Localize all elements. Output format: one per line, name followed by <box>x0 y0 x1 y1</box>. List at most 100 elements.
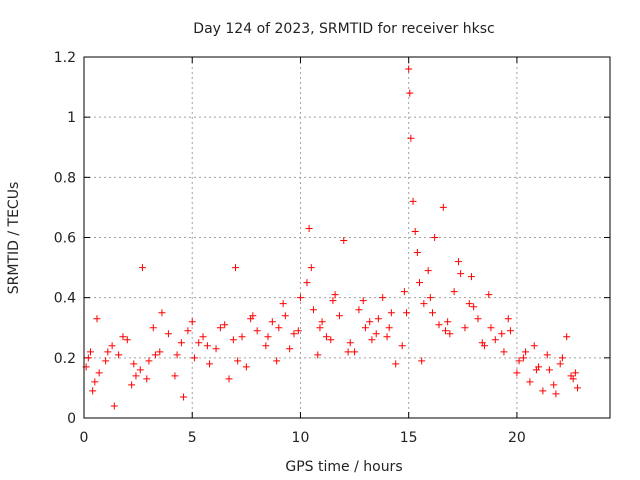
data-point <box>413 249 421 257</box>
data-point <box>149 324 157 332</box>
data-point <box>91 378 99 386</box>
data-point <box>446 330 454 338</box>
data-point <box>478 339 486 347</box>
y-tick-label: 1.2 <box>54 50 76 66</box>
data-point <box>138 264 146 272</box>
data-point <box>238 333 246 341</box>
data-point <box>143 375 151 383</box>
data-point <box>556 360 564 368</box>
data-point <box>515 357 523 365</box>
data-point <box>506 327 514 335</box>
data-point <box>519 354 527 362</box>
data-point <box>426 294 434 302</box>
data-point <box>340 237 348 245</box>
data-point <box>164 330 172 338</box>
data-point <box>95 369 103 377</box>
data-point <box>552 390 560 398</box>
data-point <box>195 339 203 347</box>
data-point <box>110 402 118 410</box>
data-point <box>329 297 337 305</box>
data-point <box>331 291 339 299</box>
data-point <box>296 294 304 302</box>
data-point <box>128 381 136 389</box>
data-point <box>439 203 447 211</box>
data-point <box>500 348 508 356</box>
data-point <box>273 357 281 365</box>
data-point <box>403 309 411 317</box>
data-point <box>530 342 538 350</box>
data-point <box>216 324 224 332</box>
data-point <box>294 327 302 335</box>
data-point <box>366 318 374 326</box>
data-point <box>171 372 179 380</box>
data-point <box>119 333 127 341</box>
data-point <box>485 291 493 299</box>
data-point <box>89 387 97 395</box>
data-point <box>93 315 101 323</box>
data-point <box>225 375 233 383</box>
data-point <box>232 264 240 272</box>
data-point <box>571 369 579 377</box>
x-tick-label: 15 <box>400 430 418 446</box>
data-point <box>286 345 294 353</box>
y-tick-label: 0.2 <box>54 351 76 367</box>
data-point <box>136 366 144 374</box>
data-point <box>229 336 237 344</box>
data-point <box>253 327 261 335</box>
data-point <box>262 342 270 350</box>
y-tick-label: 0.6 <box>54 231 76 247</box>
data-point <box>539 387 547 395</box>
data-point <box>513 369 521 377</box>
data-point <box>86 348 94 356</box>
data-point <box>242 363 250 371</box>
axis-ticks: 0 0.2 0.4 0.6 0.8 1 1.2 0 5 10 15 20 <box>54 50 610 446</box>
data-point <box>498 330 506 338</box>
data-point <box>545 366 553 374</box>
data-point <box>454 258 462 266</box>
data-point <box>327 336 335 344</box>
data-point <box>318 318 326 326</box>
data-point <box>158 309 166 317</box>
data-point <box>400 288 408 296</box>
data-point <box>461 324 469 332</box>
data-point <box>543 351 551 359</box>
data-point <box>407 134 415 142</box>
data-point <box>567 372 575 380</box>
data-point <box>405 65 413 73</box>
data-point <box>102 357 110 365</box>
data-point <box>574 384 582 392</box>
data-point <box>221 321 229 329</box>
data-point <box>409 197 417 205</box>
data-point <box>190 354 198 362</box>
y-axis-label: SRMTID / TECUs <box>6 182 22 295</box>
data-point <box>379 294 387 302</box>
data-point <box>351 348 359 356</box>
data-point <box>132 372 140 380</box>
data-point <box>474 315 482 323</box>
data-point <box>184 327 192 335</box>
data-point <box>212 345 220 353</box>
y-tick-label: 0.4 <box>54 291 76 307</box>
data-point <box>314 351 322 359</box>
plot-frame <box>83 56 611 419</box>
data-point <box>411 227 419 235</box>
data-point <box>303 279 311 287</box>
data-point <box>180 393 188 401</box>
data-point <box>387 309 395 317</box>
data-point <box>307 264 315 272</box>
data-points <box>82 65 582 410</box>
data-point <box>145 357 153 365</box>
data-point <box>346 339 354 347</box>
data-point <box>335 312 343 320</box>
x-tick-label: 0 <box>80 430 89 446</box>
x-tick-label: 5 <box>188 430 197 446</box>
data-point <box>420 300 428 308</box>
data-point <box>431 234 439 241</box>
data-point <box>398 342 406 350</box>
data-point <box>383 333 391 341</box>
data-point <box>188 318 196 326</box>
data-point <box>465 300 473 308</box>
data-point <box>249 312 257 320</box>
data-point <box>467 273 475 281</box>
